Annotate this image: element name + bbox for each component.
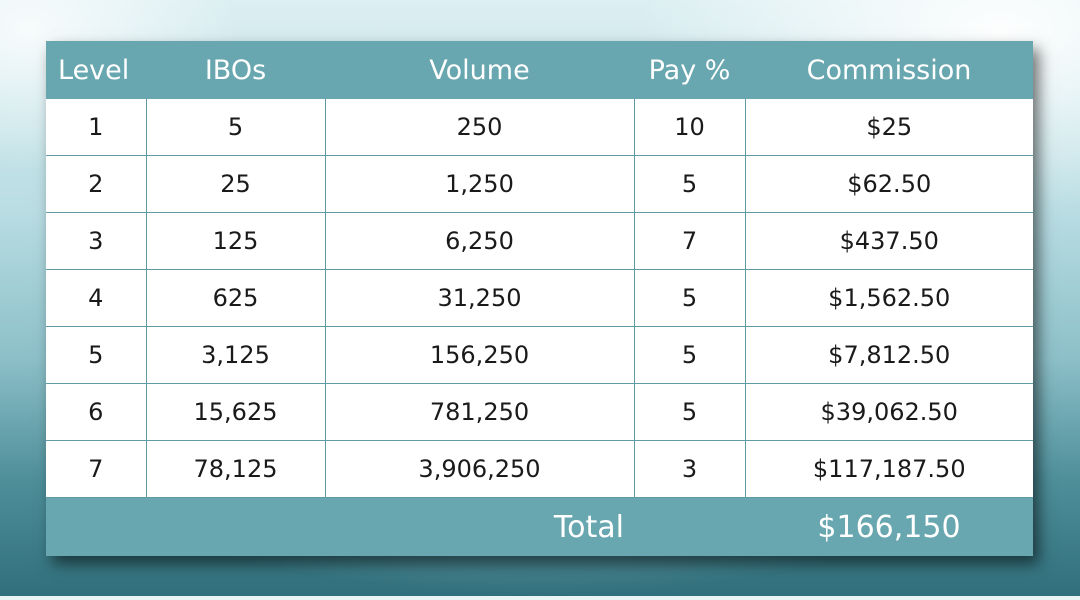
cell-level: 1 [46,99,147,156]
total-value: $166,150 [745,497,1033,556]
header-pay-percent: Pay % [634,41,745,99]
table-row: 2 25 1,250 5 $62.50 [46,155,1033,213]
header-volume: Volume [325,41,634,99]
header-level: Level [46,41,146,99]
table-row: 3 125 6,250 7 $437.50 [46,212,1033,270]
header-ibos: IBOs [146,41,325,99]
cell-pay-percent: 3 [634,440,746,498]
cell-volume: 6,250 [325,212,635,270]
header-row: Level IBOs Volume Pay % Commission [46,41,1033,99]
cell-ibos: 25 [146,155,326,213]
total-row: Total $166,150 [46,497,1033,556]
cell-ibos: 15,625 [146,383,326,441]
cell-level: 2 [46,155,147,213]
cell-pay-percent: 10 [634,99,746,156]
cell-ibos: 5 [146,99,326,156]
header-commission: Commission [745,41,1033,99]
cell-pay-percent: 5 [634,383,746,441]
cell-volume: 781,250 [325,383,635,441]
table-row: 1 5 250 10 $25 [46,99,1033,156]
cell-level: 6 [46,383,147,441]
cell-ibos: 125 [146,212,326,270]
cell-pay-percent: 5 [634,269,746,327]
commission-table-card: Level IBOs Volume Pay % Commission 1 5 2… [46,41,1033,556]
cell-commission: $117,187.50 [745,440,1033,498]
table-row: 7 78,125 3,906,250 3 $117,187.50 [46,440,1033,498]
cell-ibos: 625 [146,269,326,327]
cell-volume: 31,250 [325,269,635,327]
cell-volume: 3,906,250 [325,440,635,498]
table-row: 5 3,125 156,250 5 $7,812.50 [46,326,1033,384]
cell-pay-percent: 5 [634,155,746,213]
cell-volume: 1,250 [325,155,635,213]
cell-level: 3 [46,212,147,270]
cell-volume: 250 [325,99,635,156]
total-spacer [634,497,745,556]
bottom-strip [0,596,1080,600]
table-row: 4 625 31,250 5 $1,562.50 [46,269,1033,327]
cell-pay-percent: 5 [634,326,746,384]
table-row: 6 15,625 781,250 5 $39,062.50 [46,383,1033,441]
cell-commission: $62.50 [745,155,1033,213]
cell-commission: $25 [745,99,1033,156]
cell-commission: $1,562.50 [745,269,1033,327]
commission-table: Level IBOs Volume Pay % Commission 1 5 2… [46,41,1033,556]
total-label: Total [46,497,634,556]
cell-level: 7 [46,440,147,498]
cell-pay-percent: 7 [634,212,746,270]
cell-ibos: 78,125 [146,440,326,498]
cell-commission: $7,812.50 [745,326,1033,384]
cell-volume: 156,250 [325,326,635,384]
cell-ibos: 3,125 [146,326,326,384]
cell-commission: $437.50 [745,212,1033,270]
cell-level: 4 [46,269,147,327]
cell-commission: $39,062.50 [745,383,1033,441]
cell-level: 5 [46,326,147,384]
